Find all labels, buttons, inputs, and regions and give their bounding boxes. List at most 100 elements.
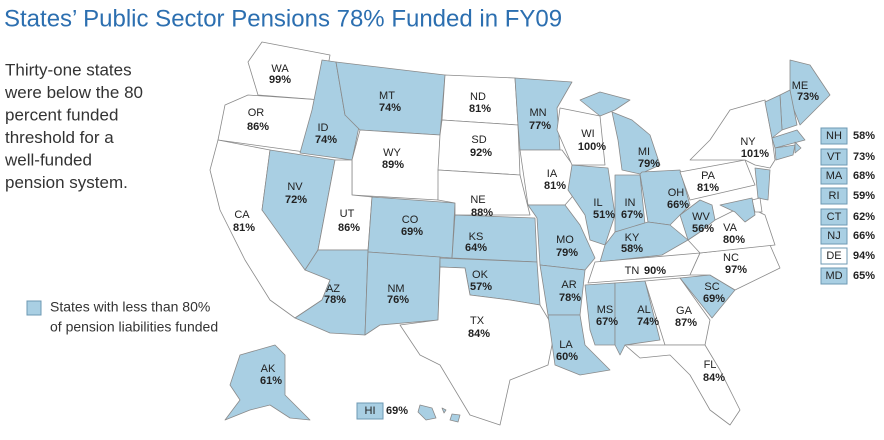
state-code: MS bbox=[597, 304, 614, 316]
state-code: CA bbox=[234, 209, 250, 221]
state-value: 100% bbox=[578, 141, 606, 153]
state-value: 86% bbox=[247, 121, 269, 133]
note-line: percent funded bbox=[5, 105, 118, 124]
state-code-box bbox=[820, 227, 848, 245]
state-code: AL bbox=[637, 304, 650, 316]
state-code: OR bbox=[248, 107, 265, 119]
state-value: 58% bbox=[621, 243, 643, 255]
state-code: AZ bbox=[326, 283, 340, 295]
state-code: MI bbox=[638, 146, 650, 158]
state-value: 87% bbox=[675, 317, 697, 329]
state-value: 51% bbox=[593, 209, 615, 221]
state-code: WV bbox=[692, 211, 710, 223]
state-piece bbox=[449, 413, 461, 423]
state bbox=[624, 344, 741, 426]
state bbox=[644, 277, 711, 346]
state bbox=[764, 94, 783, 139]
state bbox=[567, 164, 616, 246]
state-code: MT bbox=[379, 90, 395, 102]
state-code: ND bbox=[470, 91, 486, 103]
state-value: 57% bbox=[470, 281, 492, 293]
state-value: 68% bbox=[853, 170, 875, 182]
state-value: 78% bbox=[559, 292, 581, 304]
state-value: 64% bbox=[465, 242, 487, 254]
state-value: 73% bbox=[797, 91, 819, 103]
state-code: GA bbox=[676, 305, 693, 317]
state bbox=[774, 144, 796, 161]
state-value: 69% bbox=[703, 293, 725, 305]
legend-text: of pension liabilities funded bbox=[50, 319, 218, 335]
state-code-box bbox=[820, 267, 848, 285]
state-code-box bbox=[820, 148, 848, 166]
state-value: 80% bbox=[723, 234, 745, 246]
state-value: 59% bbox=[853, 190, 875, 202]
state bbox=[611, 111, 661, 175]
state-code-box bbox=[820, 167, 848, 185]
state bbox=[794, 141, 802, 154]
state-value: 84% bbox=[468, 328, 490, 340]
state bbox=[399, 266, 556, 426]
state-code: MN bbox=[529, 107, 546, 119]
state-code: IA bbox=[547, 168, 558, 180]
note-line: Thirty-one states bbox=[5, 60, 132, 79]
state-value: 74% bbox=[637, 316, 659, 328]
legend-text: States with less than 80% bbox=[50, 299, 210, 315]
state-value: 67% bbox=[596, 316, 618, 328]
state-code: CO bbox=[402, 214, 419, 226]
state-value: 74% bbox=[379, 102, 401, 114]
state-piece bbox=[441, 407, 447, 414]
state-code: SD bbox=[471, 134, 486, 146]
state bbox=[771, 129, 806, 149]
state-value: 89% bbox=[382, 159, 404, 171]
state-code: MA bbox=[826, 170, 843, 182]
state-code-box bbox=[820, 208, 848, 226]
state-value: 78% bbox=[324, 294, 346, 306]
state-code: IL bbox=[593, 197, 602, 209]
state-value: 73% bbox=[853, 151, 875, 163]
state-piece bbox=[579, 91, 631, 117]
state-value: 79% bbox=[638, 158, 660, 170]
state-code: WI bbox=[581, 128, 594, 140]
state-value: 101% bbox=[741, 148, 769, 160]
state-value: 97% bbox=[725, 264, 747, 276]
state-value: 84% bbox=[703, 372, 725, 384]
state-value: 69% bbox=[386, 405, 408, 417]
state bbox=[679, 159, 756, 201]
state-value: 58% bbox=[853, 130, 875, 142]
state-value: 66% bbox=[853, 230, 875, 242]
state-code-box bbox=[820, 127, 848, 145]
state-code: IN bbox=[625, 197, 636, 209]
state-code-box bbox=[820, 187, 848, 205]
state-value: 65% bbox=[853, 270, 875, 282]
state-code: KS bbox=[469, 231, 484, 243]
state-value: 81% bbox=[697, 182, 719, 194]
state-code: LA bbox=[559, 339, 573, 351]
state-code: WA bbox=[271, 63, 289, 75]
note-line: well-funded bbox=[4, 150, 92, 169]
state-value: 88% bbox=[471, 207, 493, 219]
state-code: FL bbox=[704, 359, 717, 371]
states bbox=[209, 41, 831, 426]
state-code: VT bbox=[827, 151, 841, 163]
state-code: MD bbox=[825, 270, 842, 282]
state-code: UT bbox=[340, 208, 355, 220]
note-line: threshold for a bbox=[5, 128, 114, 147]
state bbox=[754, 167, 771, 201]
state-code: RI bbox=[829, 190, 840, 202]
state-code: DE bbox=[826, 250, 841, 262]
state-value: 60% bbox=[556, 351, 578, 363]
state bbox=[224, 344, 311, 421]
state-code: NM bbox=[387, 283, 404, 295]
state-code: PA bbox=[701, 170, 716, 182]
state-code: HI bbox=[365, 405, 376, 417]
state bbox=[719, 197, 756, 223]
state-code: SC bbox=[704, 281, 719, 293]
state bbox=[689, 99, 776, 169]
state bbox=[679, 199, 716, 241]
state-value: 77% bbox=[529, 120, 551, 132]
state bbox=[556, 107, 606, 166]
state-code: OH bbox=[668, 187, 685, 199]
state-code: NY bbox=[740, 136, 756, 148]
state-value: 66% bbox=[667, 199, 689, 211]
